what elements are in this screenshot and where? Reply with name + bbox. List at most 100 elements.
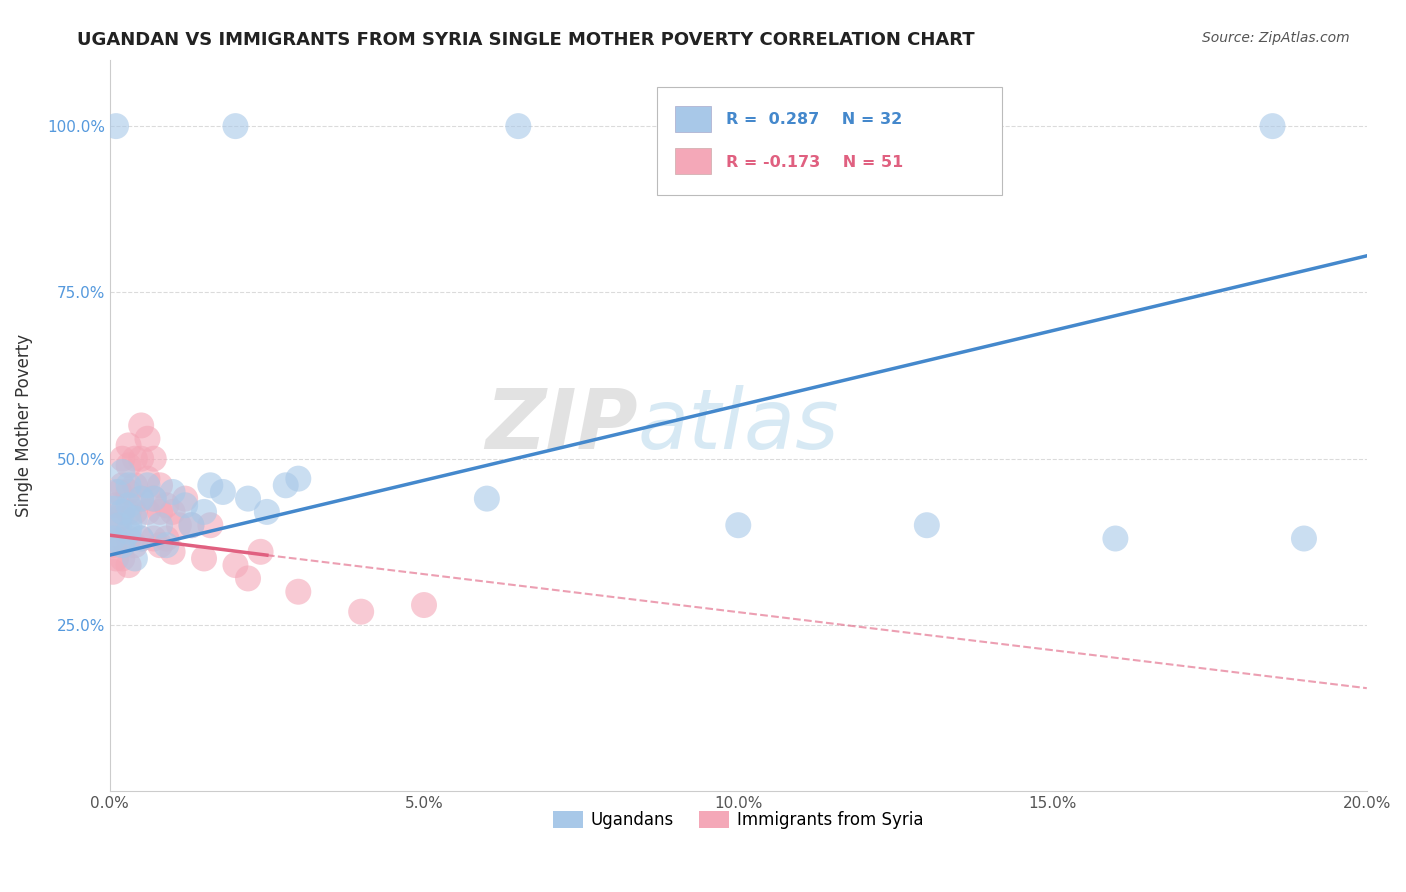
Point [287,472,309,486]
Point [180,518,202,533]
Point [129,418,152,433]
Point [101,518,124,533]
Point [129,532,152,546]
Point [129,532,152,546]
Point [111,532,134,546]
Point [236,571,259,585]
Point [287,584,309,599]
Point [117,505,139,519]
Point [274,478,297,492]
Point [174,491,197,506]
Point [149,505,172,519]
Point [124,511,146,525]
Point [174,498,197,512]
Text: Source: ZipAtlas.com: Source: ZipAtlas.com [1202,31,1350,45]
Point [111,505,134,519]
Point [117,458,139,473]
Point [212,485,235,500]
Text: UGANDAN VS IMMIGRANTS FROM SYRIA SINGLE MOTHER POVERTY CORRELATION CHART: UGANDAN VS IMMIGRANTS FROM SYRIA SINGLE … [77,31,974,49]
Point [508,119,530,133]
Point [256,505,278,519]
Point [129,491,152,506]
Text: R =  0.287    N = 32: R = 0.287 N = 32 [725,112,903,127]
Point [155,538,177,552]
Point [162,485,184,500]
Point [200,518,222,533]
Point [1292,532,1315,546]
Point [105,485,128,500]
Point [105,119,128,133]
Point [413,598,436,612]
Point [129,451,152,466]
Point [117,524,139,539]
Point [105,498,128,512]
Point [149,538,172,552]
Point [915,518,938,533]
Point [105,518,128,533]
Point [236,491,259,506]
Point [142,491,165,506]
Point [224,119,246,133]
Point [475,491,498,506]
Point [136,432,159,446]
Point [167,518,190,533]
Point [727,518,749,533]
Point [149,478,172,492]
Point [350,605,373,619]
Point [117,558,139,573]
Point [117,485,139,500]
Point [101,532,124,546]
Point [111,551,134,566]
Point [105,551,128,566]
FancyBboxPatch shape [675,148,710,175]
Point [124,451,146,466]
Point [136,505,159,519]
Point [117,498,139,512]
Point [108,518,131,533]
Point [142,451,165,466]
Text: ZIP: ZIP [485,385,638,466]
Point [155,498,177,512]
Point [124,538,146,552]
Point [111,538,134,552]
Point [200,478,222,492]
Point [136,472,159,486]
Point [249,545,271,559]
Point [1261,119,1284,133]
Point [136,478,159,492]
Point [124,551,146,566]
Text: atlas: atlas [638,385,839,466]
Point [111,451,134,466]
Point [224,558,246,573]
Point [124,478,146,492]
Point [117,532,139,546]
Point [180,518,202,533]
Point [101,538,124,552]
Point [117,478,139,492]
Text: R = -0.173    N = 51: R = -0.173 N = 51 [725,154,903,169]
Point [108,485,131,500]
Point [790,119,813,133]
Point [129,491,152,506]
Point [105,532,128,546]
FancyBboxPatch shape [675,105,710,132]
Point [111,505,134,519]
Point [124,505,146,519]
Point [142,491,165,506]
Point [111,478,134,492]
Point [117,438,139,452]
Point [193,551,215,566]
Point [101,565,124,579]
Legend: Ugandans, Immigrants from Syria: Ugandans, Immigrants from Syria [546,804,931,836]
Point [1104,532,1126,546]
Point [111,465,134,479]
Point [193,505,215,519]
Point [142,532,165,546]
FancyBboxPatch shape [657,87,1002,195]
Y-axis label: Single Mother Poverty: Single Mother Poverty [15,334,32,517]
Point [149,518,172,533]
Point [155,532,177,546]
Point [162,505,184,519]
Point [162,545,184,559]
Point [108,511,131,525]
